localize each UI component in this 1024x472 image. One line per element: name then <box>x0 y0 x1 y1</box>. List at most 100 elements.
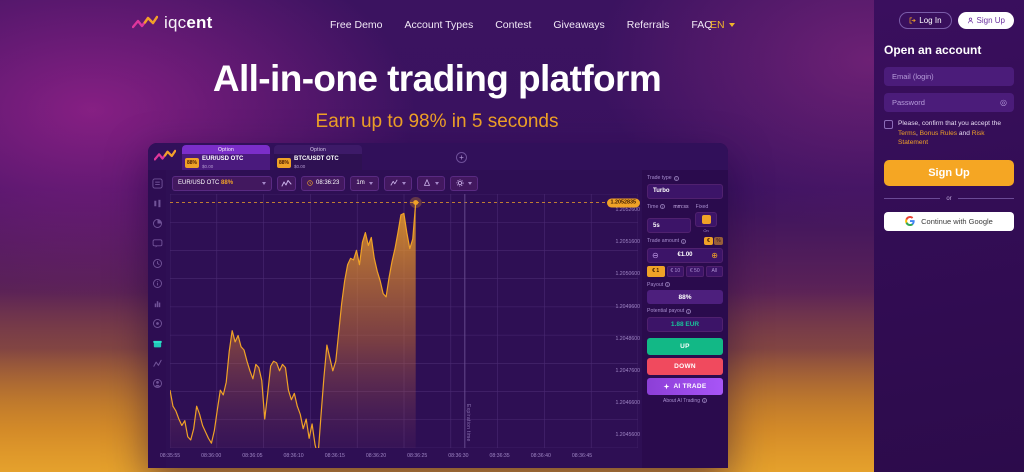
eye-icon[interactable]: ◎ <box>1000 98 1007 107</box>
brand-name-light: iqc <box>164 13 187 32</box>
info-icon[interactable]: i <box>660 204 666 209</box>
trade-type-value[interactable]: Turbo <box>647 183 723 199</box>
up-button[interactable]: UP <box>647 337 723 355</box>
ai-trade-label: AI TRADE <box>673 382 707 390</box>
signup-top-label: Sign Up <box>976 16 1005 25</box>
trade-amount-stepper[interactable]: ⊖ €1.00 ⊕ <box>647 247 723 263</box>
consent-text: Please, confirm that you accept the Term… <box>898 119 1014 148</box>
chart-type-selector[interactable] <box>383 175 412 191</box>
info-icon[interactable]: i <box>701 398 707 403</box>
trophy-icon[interactable] <box>152 296 163 308</box>
asset-selector[interactable]: EUR/USD OTC 88% <box>172 175 272 191</box>
decrement-icon[interactable]: ⊖ <box>652 250 659 260</box>
asset-tab-body: 88% BTC/USDT OTC $0.00 <box>274 154 362 173</box>
fixed-toggle[interactable] <box>695 212 717 227</box>
asset-tab-eurusd[interactable]: Option 88% EUR/USD OTC $0.00 <box>182 145 270 173</box>
y-axis-tick: 1.2052600 <box>615 207 640 214</box>
google-signin-button[interactable]: Continue with Google <box>884 211 1014 231</box>
chart-area: EUR/USD OTC 88% 08:36:23 1m <box>160 170 642 468</box>
hero-title: All-in-one trading platform <box>212 58 662 99</box>
target-icon[interactable] <box>152 316 163 328</box>
platform-topbar: Option 88% EUR/USD OTC $0.00 Option 88% B… <box>148 143 728 173</box>
auth-panel: Log In Sign Up Open an account Email (lo… <box>874 0 1024 472</box>
nav-item-free-demo[interactable]: Free Demo <box>330 19 383 31</box>
consent-checkbox[interactable] <box>884 120 893 129</box>
drawing-tools-selector[interactable] <box>416 175 445 191</box>
info-icon[interactable]: i <box>665 282 671 287</box>
asset-tab-amount: $0.00 <box>202 163 214 169</box>
x-axis-tick: 08:36:30 <box>448 453 469 459</box>
brand-logo[interactable]: iqcent <box>132 13 212 33</box>
currency-toggle: € % <box>704 237 723 245</box>
countdown-timer[interactable]: 08:36:23 <box>301 175 346 191</box>
signup-button[interactable]: Sign Up <box>884 159 1014 186</box>
about-ai-trading[interactable]: About AI Trading i <box>647 398 723 404</box>
main-nav: Free Demo Account Types Contest Giveaway… <box>330 19 712 31</box>
currency-euro-option[interactable]: € <box>704 237 713 245</box>
info-icon[interactable]: i <box>681 238 687 244</box>
toggle-knob <box>701 215 711 224</box>
time-selector[interactable]: 5s <box>647 218 691 233</box>
password-field[interactable]: Password ◎ <box>884 93 1014 112</box>
nav-item-faq[interactable]: FAQ <box>691 19 713 31</box>
chart-line <box>169 202 417 457</box>
increment-icon[interactable]: ⊕ <box>711 250 718 260</box>
price-chart[interactable]: Expiration time <box>169 193 639 457</box>
info-icon[interactable]: i <box>686 308 692 314</box>
down-button[interactable]: DOWN <box>647 357 723 375</box>
or-divider: or <box>884 196 1014 202</box>
nav-item-referrals[interactable]: Referrals <box>626 19 670 31</box>
info-icon[interactable] <box>152 276 163 288</box>
bonus-rules-link[interactable]: Bonus Rules <box>919 129 958 137</box>
currency-percent-option[interactable]: % <box>714 237 723 245</box>
indicator-icon[interactable] <box>277 175 296 191</box>
quick-amount-1[interactable]: € 1 <box>647 265 665 277</box>
chart-area-fill <box>170 202 416 457</box>
clock-history-icon[interactable] <box>152 256 163 268</box>
time-row: 5s On <box>647 212 723 233</box>
gift-icon[interactable] <box>152 336 163 348</box>
list-icon[interactable] <box>151 176 163 189</box>
risk-statement-link[interactable]: Risk Statement <box>898 129 985 147</box>
chevron-down-icon <box>368 181 373 185</box>
site-header: iqcent Free Demo Account Types Contest G… <box>0 0 874 46</box>
plus-circle-icon[interactable]: + <box>456 152 467 163</box>
zigzag-logo-icon <box>132 15 158 29</box>
platform-logo-icon <box>154 149 176 161</box>
potential-payout-value: 1.88 EUR <box>647 316 723 332</box>
chat-icon[interactable] <box>152 236 163 248</box>
chart-settings-selector[interactable] <box>449 175 478 191</box>
language-selector[interactable]: EN <box>710 19 735 31</box>
info-icon[interactable]: i <box>673 175 679 181</box>
timeframe-selector[interactable]: 1m <box>350 175 379 191</box>
avatar-icon[interactable] <box>152 376 163 388</box>
payout-label-text: Payout <box>647 281 664 288</box>
nav-item-giveaways[interactable]: Giveaways <box>553 19 605 31</box>
brand-name-bold: ent <box>186 13 213 32</box>
terms-link[interactable]: Terms <box>898 129 916 137</box>
quick-amount-all[interactable]: All <box>705 265 723 277</box>
trade-type-label-text: Trade type <box>647 175 672 181</box>
asset-tab-btcusdt[interactable]: Option 88% BTC/USDT OTC $0.00 <box>274 145 362 173</box>
potential-payout-label-text: Potential payout <box>647 308 685 314</box>
current-price-badge: 1.2052835 <box>606 198 640 208</box>
quick-amount-10[interactable]: € 10 <box>666 265 684 277</box>
clock-icon <box>307 180 313 186</box>
asset-tab-name: BTC/USDT OTC $0.00 <box>294 156 339 169</box>
fixed-label: Fixed <box>695 203 709 210</box>
pie-icon[interactable] <box>152 216 163 228</box>
signup-top-button[interactable]: Sign Up <box>957 12 1014 29</box>
nav-item-contest[interactable]: Contest <box>495 19 532 31</box>
language-label: EN <box>710 19 725 31</box>
trading-icon[interactable] <box>152 356 163 367</box>
asset-tab-payout: 88% <box>185 157 200 168</box>
time-label-text: Time <box>647 203 659 210</box>
candles-icon[interactable] <box>152 196 163 208</box>
quick-amount-50[interactable]: € 50 <box>686 265 704 277</box>
nav-item-account-types[interactable]: Account Types <box>404 19 474 31</box>
email-field[interactable]: Email (login) <box>884 67 1014 86</box>
current-price-dot <box>413 200 419 205</box>
login-button[interactable]: Log In <box>899 12 952 29</box>
y-axis-tick: 1.2046600 <box>615 399 640 406</box>
ai-trade-button[interactable]: AI TRADE <box>647 377 723 395</box>
